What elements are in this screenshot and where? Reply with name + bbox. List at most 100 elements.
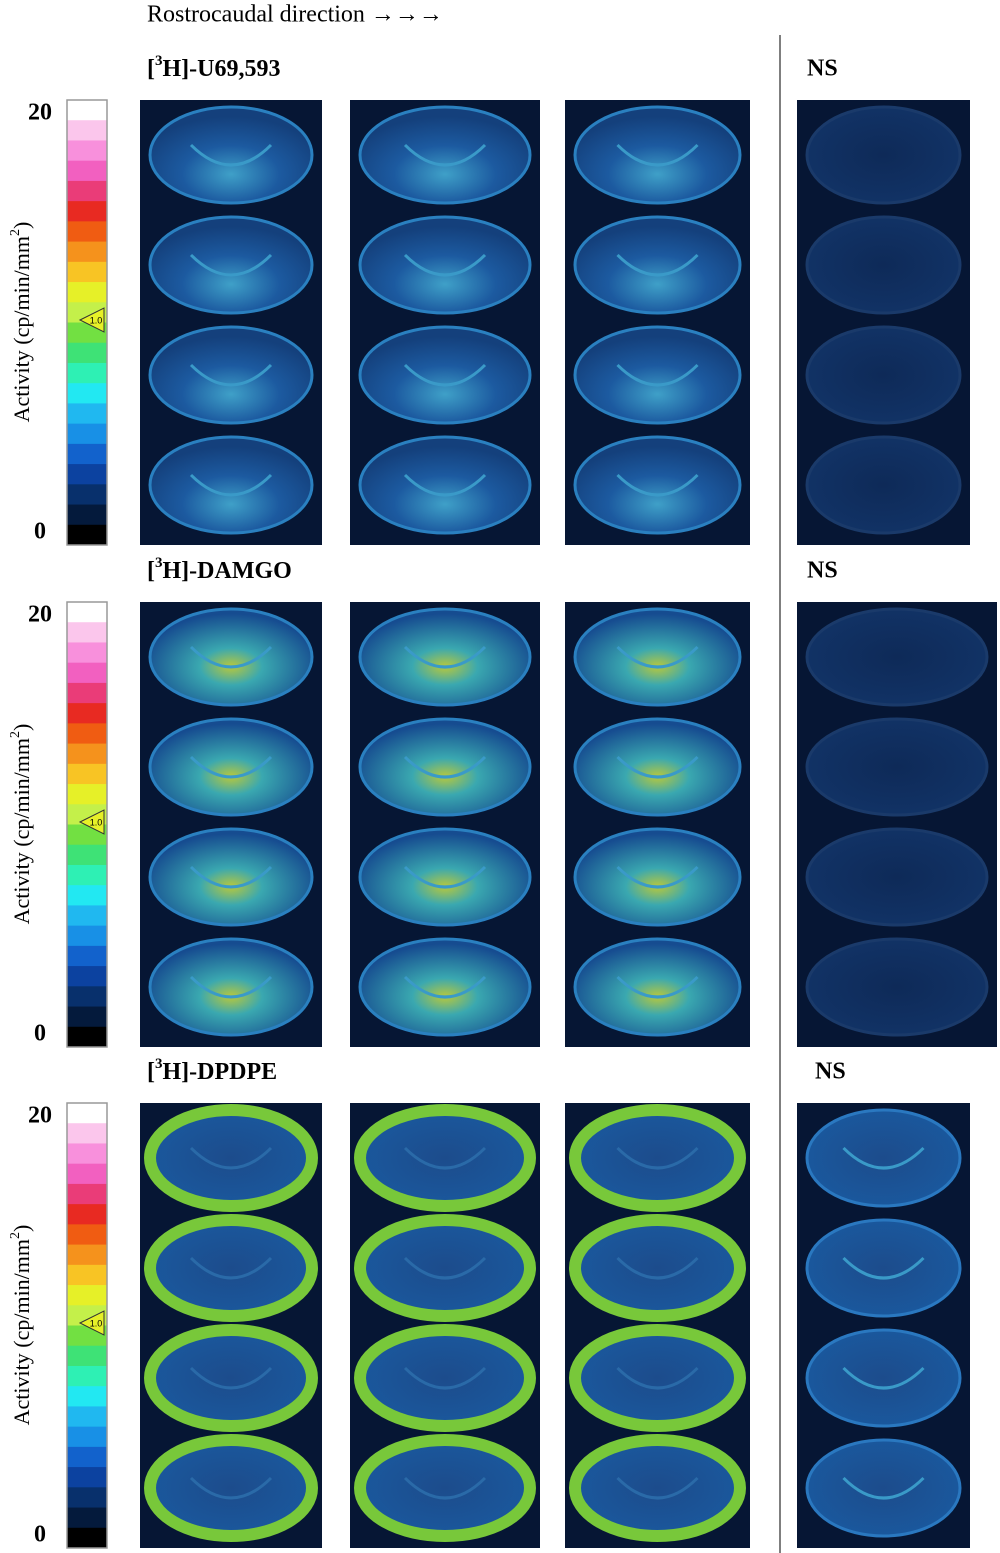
section-detail	[403, 1256, 487, 1280]
colorbar-swatch	[67, 342, 107, 364]
axis-text: Activity (cp/min/mm	[9, 1239, 34, 1425]
axis-sup: 2	[8, 1232, 23, 1239]
colorbar-frame	[66, 601, 108, 1048]
colorbar-swatch	[67, 464, 107, 485]
section-detail	[616, 1256, 699, 1280]
brain-section	[358, 827, 532, 927]
section-detail	[189, 755, 273, 779]
colorbar-swatch	[67, 1285, 107, 1306]
colorbar-swatch	[67, 1143, 107, 1165]
section-detail	[403, 363, 487, 387]
section-detail	[189, 645, 273, 669]
colorbar-swatch	[67, 1204, 107, 1225]
brain-section	[358, 105, 532, 205]
brain-section	[358, 215, 532, 315]
brain-section	[805, 105, 962, 205]
brain-section	[573, 607, 742, 707]
colorbar-swatch	[67, 763, 107, 785]
section-detail	[616, 143, 699, 167]
colorbar-swatch	[67, 682, 107, 704]
brain-section	[573, 937, 742, 1037]
colorbar-swatch	[67, 1103, 107, 1124]
brain-section	[354, 1324, 536, 1432]
section-detail	[616, 1366, 699, 1390]
brain-section	[354, 1434, 536, 1542]
brain-section	[573, 325, 742, 425]
panel-title: [3H]-DAMGO	[147, 555, 292, 583]
section-detail	[189, 1476, 273, 1500]
colorbar-swatch	[67, 261, 107, 283]
axis-sup: 2	[8, 229, 23, 236]
brain-section	[144, 1434, 318, 1542]
colorbar-swatch	[67, 1487, 107, 1509]
section-detail	[189, 865, 273, 889]
marker-label: 1.0	[90, 1318, 103, 1328]
brain-section	[569, 1214, 746, 1322]
colorbar-swatch	[67, 1365, 107, 1387]
brain-section	[354, 1214, 536, 1322]
brain-section	[805, 937, 989, 1037]
colorbar-swatch	[67, 100, 107, 121]
brain-section	[805, 607, 989, 707]
section-detail	[616, 645, 699, 669]
brain-section	[805, 435, 962, 535]
title-sup: 3	[155, 1056, 163, 1072]
colorbar-swatch	[67, 504, 107, 526]
colorbar-swatch	[67, 622, 107, 643]
scale-max: 20	[28, 1103, 52, 1129]
title-rest: H]-DAMGO	[163, 558, 292, 584]
section-detail	[616, 253, 699, 277]
brain-section	[358, 325, 532, 425]
axis-close: )	[9, 222, 34, 229]
panel-title: [3H]-U69,593	[147, 53, 280, 81]
section-detail	[403, 645, 487, 669]
brain-section	[805, 1328, 962, 1428]
colorbar-swatch	[67, 1183, 107, 1205]
scale-min: 0	[34, 519, 46, 545]
colorbar-swatch	[67, 484, 107, 506]
brain-section	[358, 717, 532, 817]
section-detail	[189, 1146, 273, 1170]
brain-section	[148, 607, 314, 707]
marker-triangle	[78, 809, 105, 835]
brain-section	[573, 435, 742, 535]
brain-section	[805, 1438, 962, 1538]
colorbar-swatch	[67, 1345, 107, 1367]
brain-section	[569, 1434, 746, 1542]
section-detail	[403, 1146, 487, 1170]
brain-section	[354, 1104, 536, 1212]
marker-label: 1.0	[90, 817, 103, 827]
brain-section	[573, 827, 742, 927]
colorbar-swatch	[67, 966, 107, 987]
colorbar-swatch	[67, 1386, 107, 1407]
colorbar-swatch	[67, 362, 107, 384]
section-detail	[189, 1366, 273, 1390]
control-label: NS	[807, 558, 838, 584]
colorbar-swatch	[67, 282, 107, 303]
brain-section	[569, 1324, 746, 1432]
colorbar-swatch	[67, 662, 107, 684]
colorbar-swatch	[67, 945, 107, 967]
colorbar-swatch	[67, 201, 107, 222]
colorbar-swatch	[67, 885, 107, 906]
section-detail	[403, 975, 487, 999]
section-detail	[403, 1366, 487, 1390]
section-detail	[189, 253, 273, 277]
brain-section	[144, 1324, 318, 1432]
colorbar-swatch	[67, 723, 107, 745]
axis-close: )	[9, 724, 34, 731]
section-detail	[842, 1256, 925, 1280]
colorbar-swatch	[67, 221, 107, 243]
colorbar-swatch	[67, 160, 107, 182]
brain-section	[148, 215, 314, 315]
brain-section	[573, 215, 742, 315]
section-detail	[842, 1146, 925, 1170]
section-detail	[403, 1476, 487, 1500]
axis-text: Activity (cp/min/mm	[9, 236, 34, 422]
colorbar-swatch	[67, 703, 107, 724]
section-detail	[403, 865, 487, 889]
colorbar-swatch	[67, 241, 107, 263]
title-open: [	[147, 1059, 155, 1085]
colorbar-swatch	[67, 784, 107, 805]
